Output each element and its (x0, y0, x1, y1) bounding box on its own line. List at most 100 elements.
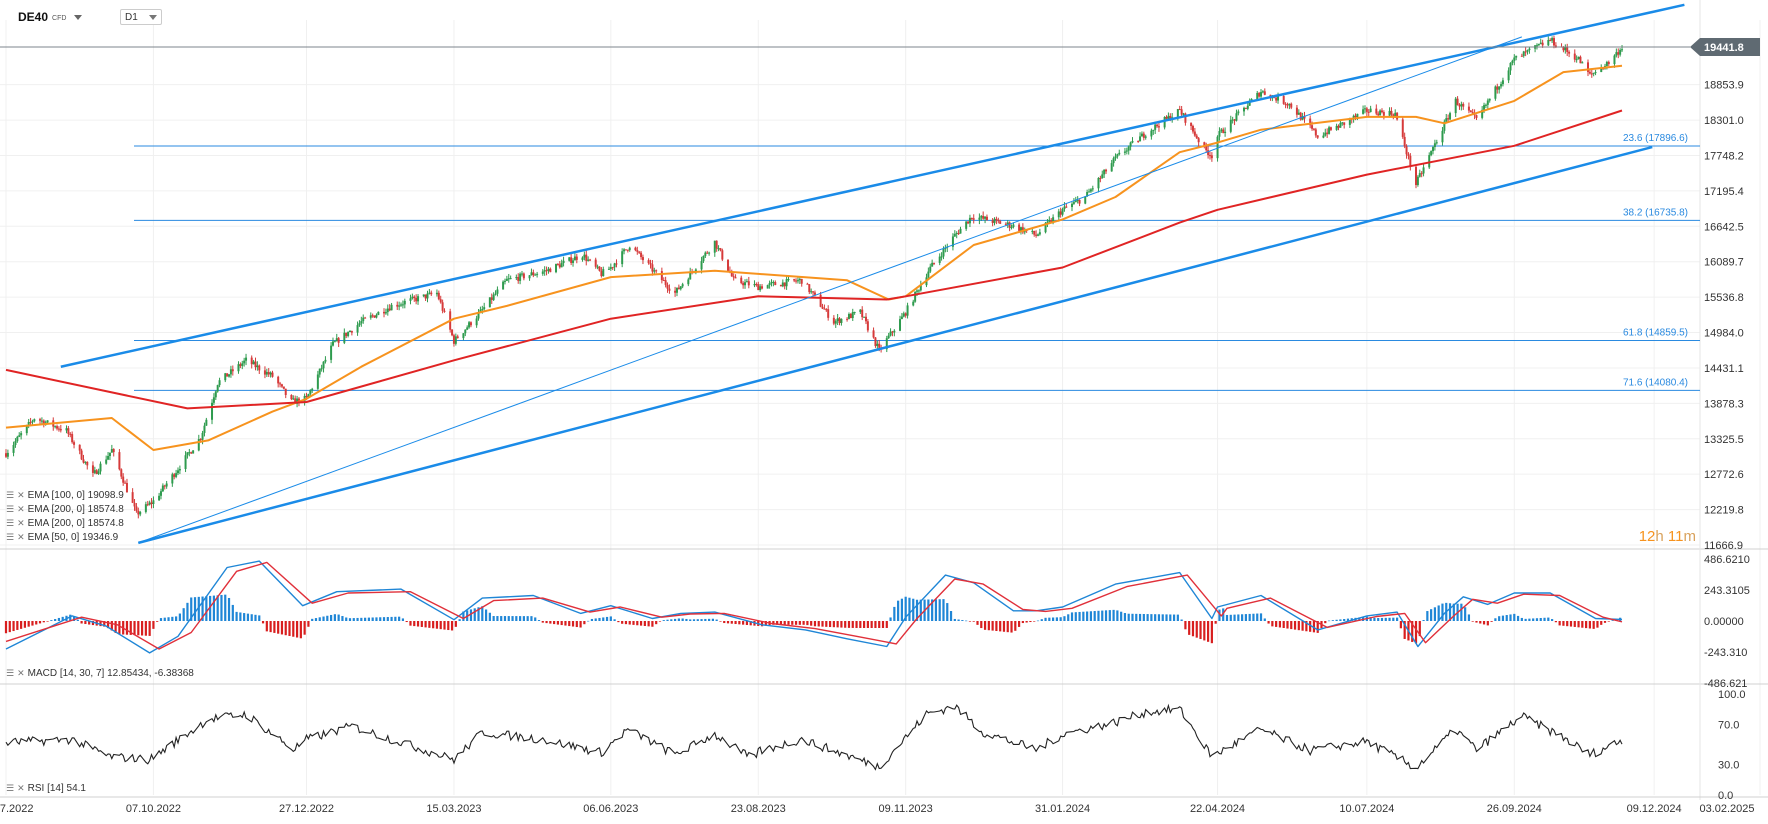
macd-histogram-bar (88, 621, 91, 625)
macd-histogram-bar (1301, 621, 1304, 631)
candle (1297, 112, 1300, 115)
macd-histogram-bar (1547, 617, 1550, 621)
macd-histogram-bar (723, 621, 726, 624)
macd-histogram-bar (1441, 603, 1444, 621)
macd-histogram-bar (961, 620, 964, 621)
candle (490, 297, 493, 300)
macd-histogram-bar (182, 608, 185, 621)
candle (1392, 114, 1395, 117)
candle (1447, 118, 1450, 120)
macd-histogram-bar (1271, 621, 1274, 627)
candle (1562, 46, 1565, 51)
macd-histogram-bar (605, 616, 609, 621)
timeframe-select[interactable]: D1 (120, 9, 162, 25)
close-icon[interactable]: ✕ (17, 668, 25, 678)
candle (124, 482, 127, 484)
indicator-legend-item[interactable]: ☰ ✕ EMA [200, 0] 18574.8 (6, 504, 124, 515)
candle (296, 398, 299, 404)
macd-histogram-bar (787, 621, 790, 625)
macd-histogram-bar (995, 621, 998, 631)
candle (71, 434, 74, 443)
macd-histogram-bar (1210, 621, 1213, 644)
macd-histogram-bar (1150, 614, 1153, 621)
candle (1258, 92, 1261, 97)
indicator-legend-item[interactable]: ☰ ✕ EMA [100, 0] 19098.9 (6, 490, 124, 501)
menu-icon[interactable]: ☰ (6, 532, 15, 542)
menu-icon[interactable]: ☰ (6, 518, 15, 528)
candle (967, 221, 970, 224)
candle (1180, 109, 1183, 115)
menu-icon[interactable]: ☰ (6, 783, 15, 793)
date-tick-label: 21.07.2022 (0, 803, 34, 815)
candle (891, 331, 894, 333)
macd-histogram-bar (1494, 618, 1497, 621)
candle (1481, 109, 1484, 118)
candle (39, 419, 42, 421)
macd-histogram-bar (1358, 617, 1361, 621)
rsi-tick-label: 0.0 (1718, 790, 1733, 802)
candle (689, 271, 692, 280)
candle (144, 504, 147, 512)
rsi-legend[interactable]: ☰ ✕ RSI [14] 54.1 (6, 783, 86, 794)
macd-histogram-bar (280, 621, 284, 635)
macd-histogram-bar (1120, 611, 1123, 621)
candle (279, 383, 282, 385)
candle (105, 459, 108, 464)
candle (216, 385, 219, 392)
candle (226, 373, 229, 377)
close-icon[interactable]: ✕ (17, 532, 25, 542)
symbol-selector[interactable]: DE40 CFD (18, 10, 83, 24)
macd-tick-label: 486.6210 (1704, 554, 1750, 566)
candle (1246, 105, 1249, 109)
macd-legend[interactable]: ☰ ✕ MACD [14, 30, 7] 12.85434, -6.38368 (6, 668, 194, 679)
candle (713, 240, 716, 253)
candle (386, 308, 389, 313)
candle (112, 449, 115, 453)
candle (800, 278, 803, 284)
macd-histogram-bar (201, 596, 204, 621)
indicator-legend-item[interactable]: ☰ ✕ EMA [50, 0] 19346.9 (6, 532, 118, 543)
candle (1498, 86, 1501, 90)
candle (1207, 150, 1210, 156)
date-tick-label: 06.06.2023 (583, 803, 638, 815)
close-icon[interactable]: ✕ (17, 504, 25, 514)
timer-m-unit: m (1683, 528, 1697, 545)
macd-histogram-bar (1222, 608, 1225, 621)
macd-histogram-bar (341, 616, 344, 621)
macd-histogram-bar (1437, 605, 1440, 621)
macd-histogram-bar (651, 621, 654, 627)
candle (318, 368, 321, 375)
macd-histogram-bar (175, 616, 178, 621)
menu-icon[interactable]: ☰ (6, 668, 15, 678)
candle (587, 259, 590, 261)
candle (598, 266, 601, 271)
close-icon[interactable]: ✕ (17, 518, 25, 528)
candle (651, 264, 654, 272)
candle (475, 318, 478, 326)
indicator-legend-item[interactable]: ☰ ✕ EMA [200, 0] 18574.8 (6, 518, 124, 529)
close-icon[interactable]: ✕ (17, 490, 25, 500)
menu-icon[interactable]: ☰ (6, 504, 15, 514)
menu-icon[interactable]: ☰ (6, 490, 15, 500)
macd-histogram-bar (685, 618, 688, 621)
candle (653, 270, 656, 272)
candle (668, 288, 671, 291)
candle (1018, 224, 1021, 231)
macd-histogram-bar (23, 621, 27, 628)
candle (836, 318, 839, 322)
candle (1422, 167, 1425, 174)
close-icon[interactable]: ✕ (17, 783, 25, 793)
candle (1142, 133, 1145, 138)
macd-histogram-bar (587, 620, 590, 622)
macd-histogram-bar (968, 621, 972, 622)
candle (390, 304, 393, 311)
candle (955, 233, 958, 235)
candle (80, 450, 83, 460)
macd-histogram-bar (1225, 614, 1229, 621)
candle (1522, 51, 1525, 56)
macd-histogram-bar (1146, 614, 1149, 621)
macd-histogram-bar (798, 621, 801, 625)
candle (904, 313, 907, 316)
candle (708, 252, 711, 254)
